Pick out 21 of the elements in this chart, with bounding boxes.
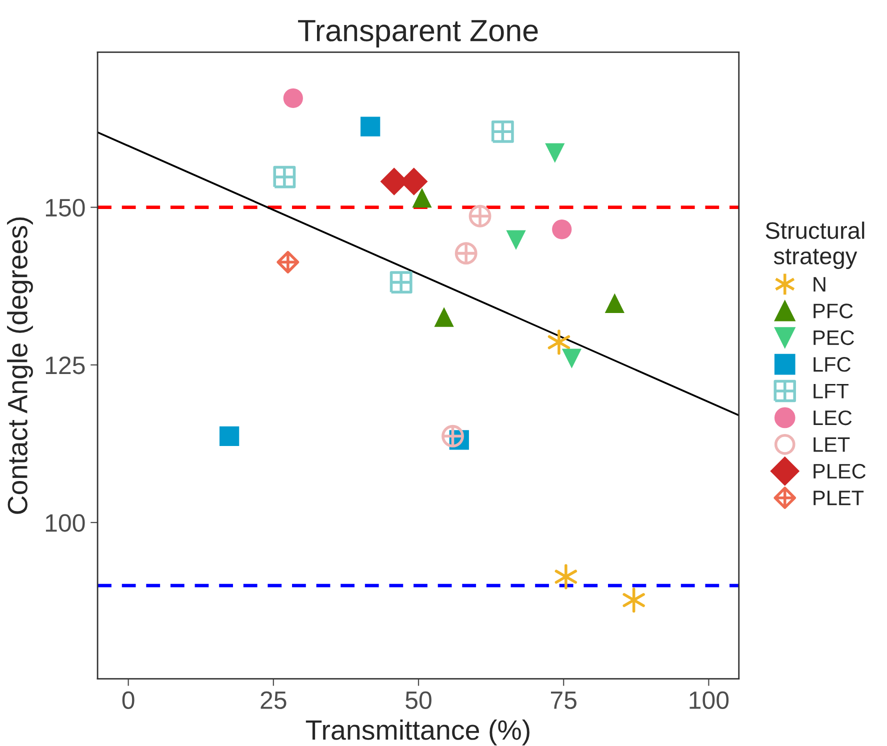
legend-label: LEC xyxy=(814,410,852,426)
x-tick-label: 100 xyxy=(690,691,729,710)
x-axis-title: Transmittance (%) xyxy=(306,720,530,746)
legend-title: Structural strategy xyxy=(766,222,864,270)
legend-label: PLEC xyxy=(814,464,866,479)
legend-label: LFC xyxy=(814,357,851,372)
legend-label: N xyxy=(814,277,826,292)
y-tick-label: 100 xyxy=(46,514,85,532)
legend-label: LFT xyxy=(814,384,849,398)
x-tick-label: 75 xyxy=(550,692,576,710)
chart-title: Transparent Zone xyxy=(298,20,538,48)
x-tick-label: 50 xyxy=(406,691,432,710)
y-axis-title: Contact Angle (degrees) xyxy=(7,217,33,514)
legend-label: PFC xyxy=(814,304,853,318)
legend-label: LET xyxy=(814,437,850,452)
x-tick-label: 25 xyxy=(260,691,286,710)
x-tick-label: 0 xyxy=(122,691,134,710)
legend-label: PEC xyxy=(814,330,854,346)
legend-label: PLET xyxy=(814,490,864,506)
y-tick-label: 125 xyxy=(46,356,85,374)
y-tick-label: 150 xyxy=(46,198,85,217)
